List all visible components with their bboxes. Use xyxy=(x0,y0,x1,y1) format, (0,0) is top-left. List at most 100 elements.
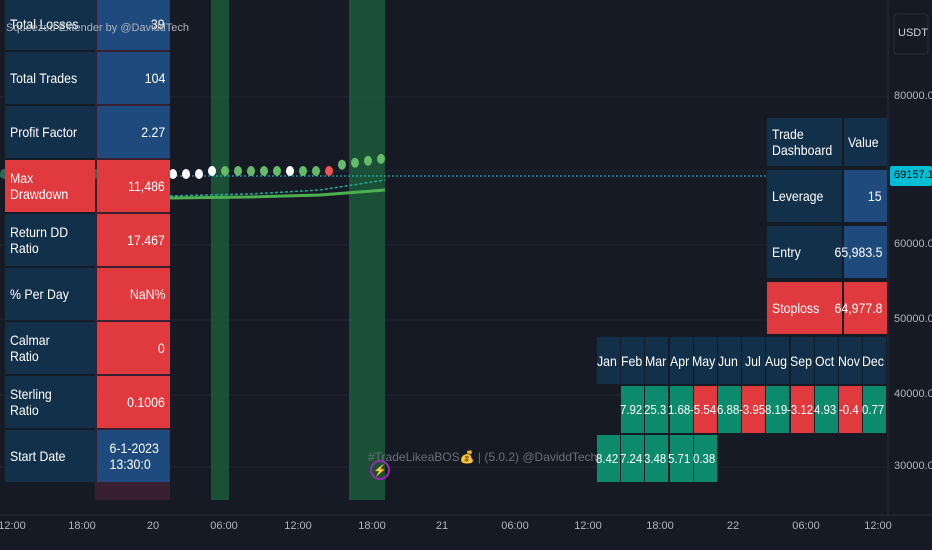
time-label: 12:00 xyxy=(284,520,312,532)
price-label: 30000.0 xyxy=(894,460,932,472)
dashboard-label: Stoploss xyxy=(767,282,842,334)
month-return: 25.3 xyxy=(644,386,669,433)
stat-label: Calmar Ratio xyxy=(5,322,95,374)
cell-text: 39 xyxy=(151,16,165,32)
footer-watermark: #TradeLikeaBOS💰 | (5.0.2) @DaviddTech xyxy=(368,450,598,464)
month-return: -0.4 xyxy=(839,386,862,433)
currency-label: USDT xyxy=(898,27,928,39)
month-return: 0.77 xyxy=(862,386,887,433)
cell-text: 7.92 xyxy=(620,402,643,417)
cell-text: Entry xyxy=(772,244,801,260)
cell-text: -0.4 xyxy=(839,402,860,417)
cell-text: 0.1006 xyxy=(127,394,165,410)
signal-dot xyxy=(234,166,242,176)
month-return: 7.92 xyxy=(620,386,645,433)
signal-dot xyxy=(208,166,216,176)
price-label: 50000.0 xyxy=(894,313,932,325)
time-label: 12:00 xyxy=(864,520,892,532)
cell-text: 4.93 xyxy=(813,402,836,417)
stat-value: 17.467 xyxy=(97,214,170,266)
cell-text: Sterling Ratio xyxy=(10,386,52,418)
currency-box xyxy=(893,13,929,55)
time-label: 06:00 xyxy=(501,520,529,532)
stat-label: Max Drawdown xyxy=(5,160,95,212)
cell-text: Feb xyxy=(620,352,642,369)
month-header: Apr xyxy=(669,337,693,384)
signal-dot xyxy=(273,166,281,176)
dashboard-value: 15 xyxy=(844,170,887,222)
cell-text: Oct xyxy=(815,352,835,369)
time-label: 18:00 xyxy=(68,520,96,532)
cell-text: 7.24 xyxy=(620,451,643,466)
cell-text: 5.71 xyxy=(668,451,691,466)
cell-text: 17.467 xyxy=(127,232,165,248)
time-label: 22 xyxy=(726,520,740,532)
stat-label: Start Date xyxy=(5,430,95,482)
signal-dot xyxy=(169,169,177,179)
signal-dot xyxy=(286,166,294,176)
stat-label: Total Losses xyxy=(5,0,95,50)
month-return: -5.54 xyxy=(690,386,717,433)
cell-text: Jul xyxy=(744,352,761,369)
lightning-icon xyxy=(370,460,390,480)
cell-text: 104 xyxy=(144,70,165,86)
cell-text: 65,983.5 xyxy=(834,244,882,260)
signal-dot xyxy=(299,166,307,176)
signal-dot xyxy=(377,153,385,164)
month-header: May xyxy=(692,337,717,384)
indicator-title: Squeezed Extender by @DaviddTech xyxy=(6,22,189,34)
cell-text: 0 xyxy=(158,340,165,356)
price-label: 60000.0 xyxy=(894,238,932,250)
month-header: Dec xyxy=(862,337,887,384)
cell-text: 8.42 xyxy=(595,451,619,466)
cell-text: 64,977.8 xyxy=(834,300,882,316)
cell-text: 1.68 xyxy=(668,402,691,417)
signal-dot xyxy=(325,166,333,176)
month-header: Sep xyxy=(789,337,814,384)
month-return: 3.48 xyxy=(644,435,669,482)
dashboard-value: 65,983.5 xyxy=(834,226,887,278)
month-return: 5.71 xyxy=(668,435,693,482)
time-label: 18:00 xyxy=(646,520,674,532)
signal-dot xyxy=(312,166,320,176)
month-return: 7.24 xyxy=(620,435,645,482)
cell-text: 25.3 xyxy=(644,402,667,417)
signal-dot xyxy=(364,155,372,166)
cell-text: % Per Day xyxy=(10,286,69,302)
cell-text: Total Trades xyxy=(10,70,78,86)
cell-text: 8.19 xyxy=(765,402,788,417)
signal-dot xyxy=(351,157,359,168)
signal-dot xyxy=(195,169,203,179)
cell-text: NaN% xyxy=(129,286,165,302)
cell-text: Calmar Ratio xyxy=(10,332,50,364)
signal-dot xyxy=(338,159,346,170)
stat-value: 6-1-2023 13:30:0 xyxy=(97,430,170,482)
month-header: Mar xyxy=(644,337,669,384)
dashboard-header: Value xyxy=(844,118,887,166)
month-return: 0.38 xyxy=(693,435,717,482)
cell-text: Value xyxy=(848,134,879,150)
cell-text: 6-1-2023 13:30:0 xyxy=(109,440,159,472)
cell-text: Return DD Ratio xyxy=(10,224,69,256)
month-header: Nov xyxy=(838,337,862,384)
cell-text: Mar xyxy=(644,352,667,369)
stat-value: NaN% xyxy=(97,268,170,320)
stat-value: 104 xyxy=(97,52,170,104)
stat-label: % Per Day xyxy=(5,268,95,320)
dashboard-header: Trade Dashboard xyxy=(767,118,842,166)
cell-text: -5.54 xyxy=(690,402,717,417)
month-header: Jul xyxy=(742,337,766,384)
cell-text: Sep xyxy=(789,352,812,369)
cell-text: 0.77 xyxy=(862,402,885,417)
signal-line xyxy=(169,179,386,197)
dashboard-label: Entry xyxy=(767,226,842,278)
time-label: 12:00 xyxy=(574,520,602,532)
dashboard-label: Leverage xyxy=(767,170,842,222)
stat-value: 0.1006 xyxy=(97,376,170,428)
cell-text: Dec xyxy=(862,352,885,369)
cell-text: 6.88 xyxy=(716,402,740,417)
month-header: Aug xyxy=(765,337,790,384)
stat-label: Sterling Ratio xyxy=(5,376,95,428)
stat-label: Total Trades xyxy=(5,52,95,104)
signal-dot xyxy=(260,166,268,176)
